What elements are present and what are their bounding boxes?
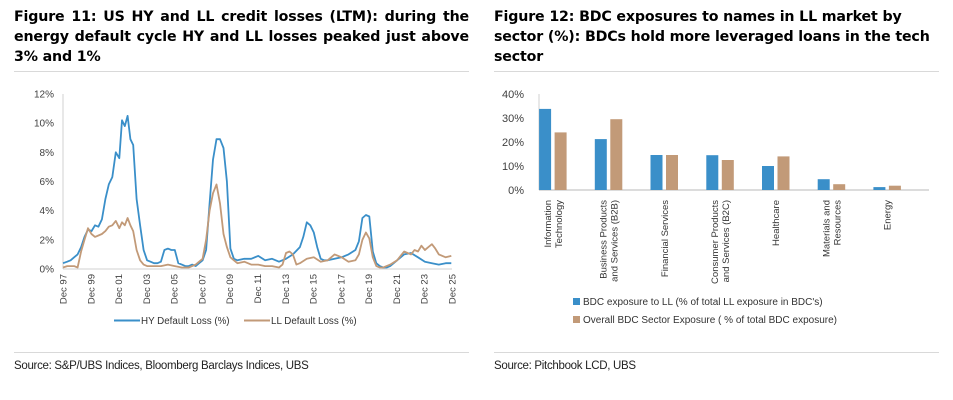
- x-tick-label: Dec 13: [281, 274, 292, 304]
- hy-default-loss-line: [62, 115, 452, 269]
- legend-item: BDC exposure to LL (% of total LL exposu…: [573, 297, 823, 308]
- y-tick-label: 6%: [40, 177, 55, 188]
- x-tick-label: Dec 19: [364, 274, 375, 304]
- legend-item: LL Default Loss (%): [244, 316, 357, 327]
- figure-11-title: Figure 11: US HY and LL credit losses (L…: [14, 9, 469, 65]
- source-divider: [14, 352, 469, 353]
- legend-label: HY Default Loss (%): [141, 316, 230, 327]
- category-label: and Services (B2C): [721, 200, 732, 282]
- category-label: Technology: [554, 200, 565, 248]
- x-tick-label: Dec 01: [114, 274, 125, 304]
- x-tick-label: Dec 21: [392, 274, 403, 304]
- bar-ll-exposure: [762, 166, 774, 190]
- y-tick-label: 10%: [34, 119, 54, 130]
- legend-item: Overall BDC Sector Exposure ( % of total…: [573, 315, 837, 326]
- bar-overall-exposure: [888, 185, 901, 190]
- bar-chart: 0% 10% 20% 30% 40% Information Technology Busin…: [502, 89, 929, 326]
- y-tick-label: 20%: [502, 137, 524, 149]
- legend-label: BDC exposure to LL (% of total LL exposu…: [583, 297, 823, 308]
- x-tick-label: Dec 15: [309, 274, 320, 304]
- category-label: Information: [543, 200, 554, 248]
- category-label: Business Products: [599, 200, 610, 279]
- x-tick-label: Dec 11: [253, 274, 264, 303]
- category-label: Healthcare: [771, 200, 782, 246]
- x-tick-label: Dec 97: [59, 274, 70, 304]
- legend-label: Overall BDC Sector Exposure ( % of total…: [583, 315, 837, 326]
- line-chart: 0% 2% 4% 6% 8% 10% 12% Dec 97 Dec 99 Dec 01 Dec 03…: [34, 90, 459, 328]
- y-tick-label: 0%: [40, 265, 55, 276]
- bar-ll-exposure: [539, 108, 552, 190]
- bar-overall-exposure: [833, 184, 846, 190]
- category-label: Energy: [883, 200, 894, 230]
- figure-11-panel: Figure 11: US HY and LL credit losses (L…: [14, 0, 469, 400]
- source-divider: [494, 352, 939, 353]
- category-label: and Services (B2B): [610, 200, 621, 282]
- bar-overall-exposure: [666, 155, 678, 190]
- bar-overall-exposure: [721, 160, 734, 190]
- bar-ll-exposure: [650, 155, 663, 190]
- x-tick-label: Dec 05: [170, 274, 181, 304]
- bar-overall-exposure: [777, 156, 790, 190]
- y-tick-label: 10%: [502, 161, 524, 173]
- figure-12-source: Source: Pitchbook LCD, UBS: [494, 360, 636, 372]
- figure-12-panel: Figure 12: BDC exposures to names in LL …: [494, 0, 939, 400]
- category-label: Consumer Products: [710, 200, 721, 284]
- ll-exposure-legend-swatch: [573, 298, 580, 305]
- x-tick-label: Dec 09: [225, 274, 236, 304]
- x-tick-label: Dec 07: [197, 274, 208, 304]
- title-divider: [14, 71, 469, 72]
- y-tick-label: 30%: [502, 113, 524, 125]
- y-tick-label: 0%: [508, 185, 524, 197]
- y-tick-label: 40%: [502, 89, 524, 101]
- x-tick-label: Dec 25: [448, 274, 459, 304]
- figure-12-title: Figure 12: BDC exposures to names in LL …: [494, 9, 930, 65]
- category-label: Financial Services: [660, 200, 671, 277]
- bar-ll-exposure: [594, 139, 607, 190]
- bar-ll-exposure: [706, 155, 719, 190]
- y-tick-label: 2%: [40, 235, 55, 246]
- figure-11-source: Source: S&P/UBS Indices, Bloomberg Barcl…: [14, 360, 309, 372]
- ll-default-loss-line: [62, 183, 452, 269]
- bar-ll-exposure: [873, 187, 886, 190]
- y-tick-label: 12%: [34, 90, 54, 101]
- category-label: Materials and: [821, 200, 832, 257]
- x-tick-label: Dec 23: [420, 274, 431, 304]
- bar-overall-exposure: [610, 119, 623, 190]
- legend-item: HY Default Loss (%): [114, 316, 230, 327]
- y-tick-label: 4%: [40, 206, 55, 217]
- title-divider: [494, 71, 939, 72]
- y-tick-label: 8%: [40, 148, 55, 159]
- category-label: Resources: [832, 200, 843, 246]
- bar-overall-exposure: [554, 132, 567, 190]
- x-tick-label: Dec 99: [86, 274, 97, 304]
- x-tick-label: Dec 03: [142, 274, 153, 304]
- bar-ll-exposure: [817, 179, 830, 190]
- x-tick-label: Dec 17: [336, 274, 347, 304]
- overall-exposure-legend-swatch: [573, 316, 580, 323]
- legend-label: LL Default Loss (%): [271, 316, 357, 327]
